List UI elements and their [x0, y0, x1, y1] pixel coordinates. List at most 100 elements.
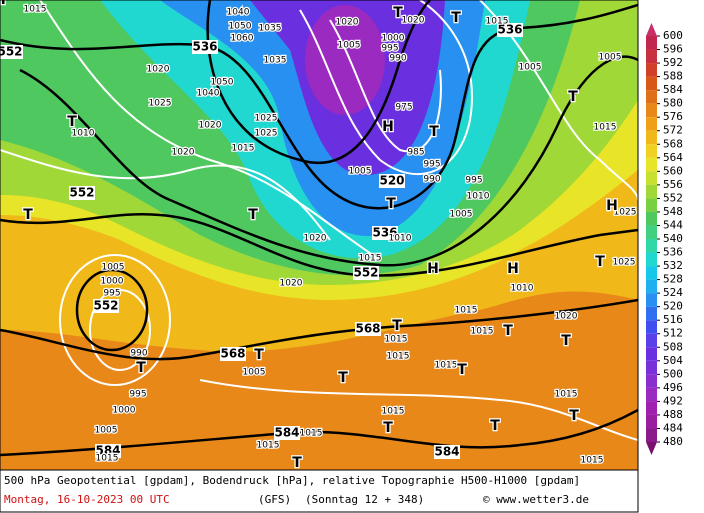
geopotential-label: 568: [220, 347, 245, 361]
pressure-center: T: [457, 362, 467, 378]
isobar-label: 1000: [101, 277, 124, 287]
footer-credit: © www.wetter3.de: [483, 493, 589, 506]
isobar-label: 1010: [511, 284, 534, 294]
map: 552 5365365525205365525525685685845845841…: [0, 0, 638, 471]
isobar-label: 1005: [243, 368, 266, 378]
colorbar-cell: [646, 36, 657, 50]
isobar-label: 990: [389, 54, 406, 64]
colorbar-label: 560: [663, 164, 683, 177]
colorbar-label: 480: [663, 435, 683, 448]
pressure-center: T: [292, 455, 302, 471]
isobar-label: 1005: [450, 210, 473, 220]
colorbar-cell: [646, 401, 657, 415]
colorbar-cell: [646, 198, 657, 212]
isobar-label: 995: [465, 176, 482, 186]
isobar-label: 1040: [227, 8, 250, 18]
colorbar-label: 496: [663, 381, 683, 394]
isobar-label: 1035: [264, 56, 287, 66]
footer-model: (GFS): [258, 493, 291, 506]
colorbar-label: 488: [663, 408, 683, 421]
colorbar-cell: [646, 293, 657, 307]
footer-title: 500 hPa Geopotential [gpdam], Bodendruck…: [4, 474, 580, 487]
geopotential-label: 584: [95, 444, 120, 458]
colorbar-cell: [646, 428, 657, 442]
pressure-center: T: [393, 5, 403, 21]
pressure-center: T: [338, 370, 348, 386]
isobar-label: 1025: [255, 129, 278, 139]
isobar-label: 1015: [486, 17, 509, 27]
isobar-label: 1020: [304, 234, 327, 244]
isobar-label: 995: [129, 390, 146, 400]
isobar-label: 1005: [519, 63, 542, 73]
geopotential-label: 536: [372, 226, 397, 240]
contour-label-bg: [95, 444, 121, 458]
colorbar-label: 492: [663, 394, 683, 407]
colorbar-label: 580: [663, 97, 683, 110]
colorbar-label: 524: [663, 286, 683, 299]
isobar-label: 1010: [389, 234, 412, 244]
isobar-label: 1025: [255, 114, 278, 124]
colorbar-below: [646, 442, 657, 455]
isobar-label: 1020: [402, 16, 425, 26]
colorbar-label: 484: [663, 421, 683, 434]
pressure-center: T: [595, 254, 605, 270]
geopotential-label: 584: [434, 445, 459, 459]
isobar-label: 1015: [382, 407, 405, 417]
contour-label-bg: [220, 347, 246, 361]
geopotential-label: 552: [69, 186, 94, 200]
colorbar-cell: [646, 184, 657, 199]
isobar-label: 1020: [172, 148, 195, 158]
colorbar-cell: [646, 347, 657, 361]
colorbar-label: 532: [663, 259, 683, 272]
contour-label-bg: [69, 186, 95, 200]
colorbar-label: 548: [663, 205, 683, 218]
isobar-label: 1015: [594, 123, 617, 133]
pressure-center: T: [561, 333, 571, 349]
isobar-label: 1010: [72, 129, 95, 139]
isobar-label: 1005: [338, 41, 361, 51]
isobar-label: 1020: [555, 312, 578, 322]
colorbar-label: 540: [663, 232, 683, 245]
geopotential-label: 584: [274, 426, 299, 440]
isobar-label: 995: [381, 44, 398, 54]
isobar-label: 1015: [257, 441, 280, 451]
contour-label-bg: [497, 23, 523, 37]
colorbar-cell: [646, 211, 657, 226]
colorbar-cell: [646, 144, 657, 158]
colorbar-cell: [646, 306, 657, 321]
colorbar-cell: [646, 117, 657, 131]
colorbar-label: 600: [663, 29, 683, 42]
geopotential-label: 552: [93, 299, 118, 313]
isobar-label: 1010: [467, 192, 490, 202]
colorbar-label: 504: [663, 354, 683, 367]
isobar-label: 1015: [24, 5, 47, 15]
isobar-label: 1015: [471, 327, 494, 337]
isobar-label: 985: [407, 148, 424, 158]
isobar-label: 1015: [359, 254, 382, 264]
colorbar-label: 588: [663, 70, 683, 83]
contour-label-bg: [372, 226, 398, 240]
map-labels: 552 5365365525205365525525685685845845841…: [0, 0, 638, 471]
isobar-label: 1015: [555, 390, 578, 400]
isobar-label: 1050: [229, 22, 252, 32]
pressure-center: T: [23, 207, 33, 223]
colorbar-cell: [646, 103, 657, 118]
colorbar-label: 556: [663, 178, 683, 191]
colorbar-label: 596: [663, 43, 683, 56]
isobar-label: 1005: [95, 426, 118, 436]
pressure-center: H: [507, 261, 519, 277]
isobar-label: 1025: [149, 99, 172, 109]
isobar-label: 1020: [336, 18, 359, 28]
isobar-label: 990: [130, 349, 147, 359]
footer-date: Montag, 16-10-2023 00 UTC: [4, 493, 170, 506]
geopotential-label: 536: [497, 23, 522, 37]
contour-label-bg: [93, 299, 119, 313]
pressure-center: T: [136, 360, 146, 376]
pressure-center: H: [606, 198, 618, 214]
colorbar-cell: [646, 360, 657, 375]
colorbar-label: 500: [663, 367, 683, 380]
colorbar-label: 568: [663, 137, 683, 150]
colorbar-label: 528: [663, 273, 683, 286]
isobar-label: 1020: [199, 121, 222, 131]
